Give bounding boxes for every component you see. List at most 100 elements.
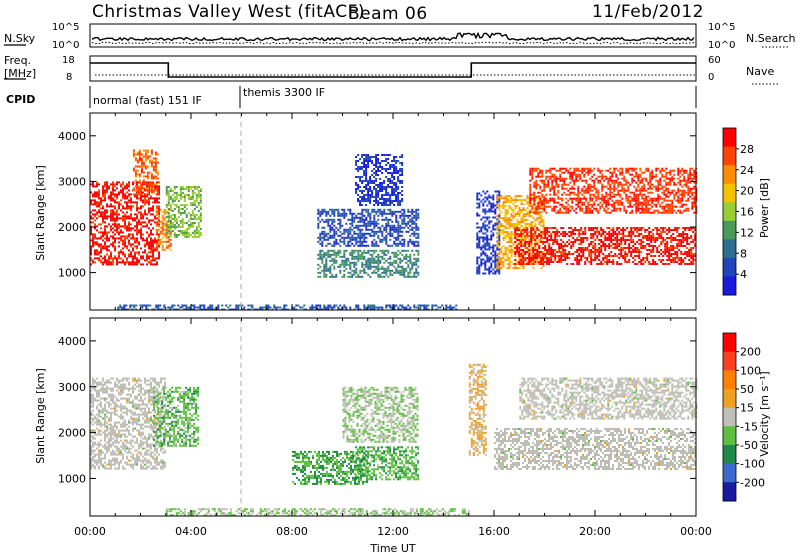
colorbar-segment xyxy=(723,351,736,371)
scatter-patch-1 xyxy=(153,386,200,447)
colorbar-segment xyxy=(723,146,736,166)
colorbar-segment xyxy=(723,389,736,409)
cpid-label: CPID xyxy=(6,93,35,106)
freq-label-1: Freq. xyxy=(4,54,31,67)
colorbar-segment xyxy=(723,333,736,353)
nsearch-label: N.Search xyxy=(746,32,796,45)
scatter-patch-1 xyxy=(132,149,159,196)
x-tick-label: 12:00 xyxy=(377,525,409,538)
nsky-tick-high: 10^5 xyxy=(52,22,79,33)
power-colorbar: 28 24 20 16 12 8 4 xyxy=(722,127,754,296)
scatter-patch-4 xyxy=(342,386,419,443)
colorbar-tick: 15 xyxy=(740,402,754,415)
x-tick-label: 00:00 xyxy=(74,525,106,538)
nave-tick-high: 60 xyxy=(708,55,721,66)
x-tick-label: 20:00 xyxy=(579,525,611,538)
power-colorbar-label: Power [dB] xyxy=(758,178,771,238)
colorbar-tick: 200 xyxy=(740,346,761,359)
power-data xyxy=(90,149,698,311)
scatter-patch-10 xyxy=(529,167,698,214)
colorbar-segment xyxy=(723,257,736,277)
power-panel: 1000 2000 3000 4000 Slant Range [km] 28 24 20… xyxy=(34,112,771,311)
y-tick-label: 3000 xyxy=(58,381,86,394)
scatter-patch-2 xyxy=(292,450,368,485)
colorbar-segment xyxy=(723,183,736,203)
y-tick-label: 1000 xyxy=(58,472,86,485)
colorbar-segment xyxy=(723,482,736,502)
scatter-patch-3 xyxy=(165,186,202,238)
velocity-ylabel: Slant Range [km] xyxy=(34,368,47,464)
freq-tick-low: 8 xyxy=(66,72,72,83)
scatter-patch-5 xyxy=(468,363,487,456)
colorbar-tick: 100 xyxy=(740,364,761,377)
scatter-patch-0 xyxy=(90,377,166,470)
figure-title: Christmas Valley West (fitACF) xyxy=(92,2,365,22)
cpid-segment-2: themis 3300 IF xyxy=(243,86,325,99)
scatter-patch-7 xyxy=(519,377,698,420)
colorbar-tick: 4 xyxy=(740,268,747,281)
x-tick-label: 04:00 xyxy=(175,525,207,538)
nsky-tick-low: 10^0 xyxy=(52,40,79,51)
x-tick-label: 00:00 xyxy=(680,525,712,538)
scatter-patch-8 xyxy=(165,508,470,517)
colorbar-tick: 24 xyxy=(740,164,754,177)
y-tick-label: 1000 xyxy=(58,267,86,280)
nsky-label: N.Sky xyxy=(4,32,36,45)
colorbar-segment xyxy=(723,445,736,465)
scatter-patch-6 xyxy=(355,154,404,206)
colorbar-segment xyxy=(723,407,736,427)
velocity-colorbar: 200 100 50 15 -15 -50 -100 -200 xyxy=(722,332,765,502)
scatter-patch-3 xyxy=(355,446,420,481)
noise-search-trace xyxy=(91,41,695,45)
power-ylabel: Slant Range [km] xyxy=(34,165,47,261)
colorbar-segment xyxy=(723,220,736,240)
colorbar-tick: -200 xyxy=(740,476,765,489)
velocity-panel: 1000 2000 3000 4000 00:00 04:00 08:00 12:00 16:… xyxy=(34,317,771,538)
colorbar-segment xyxy=(723,239,736,259)
colorbar-tick: 50 xyxy=(740,383,754,396)
scatter-patch-9 xyxy=(514,227,697,265)
scatter-patch-2 xyxy=(155,208,172,251)
scatter-patch-5 xyxy=(317,208,420,247)
nsearch-tick-low: 10^0 xyxy=(708,40,735,51)
colorbar-segment xyxy=(723,276,736,296)
colorbar-segment xyxy=(723,202,736,222)
nave-label: Nave xyxy=(746,65,774,78)
colorbar-tick: 16 xyxy=(740,206,754,219)
noise-sky-trace xyxy=(91,31,695,42)
cpid-row: CPID normal (fast) 151 IF themis 3300 IF xyxy=(6,86,697,108)
y-tick-label: 3000 xyxy=(58,175,86,188)
velocity-data xyxy=(90,363,698,517)
freq-tick-high: 18 xyxy=(62,55,75,66)
scatter-patch-0 xyxy=(90,181,160,266)
freq-trace xyxy=(90,62,696,78)
colorbar-tick: -50 xyxy=(740,439,758,452)
colorbar-segment xyxy=(723,426,736,446)
cpid-segment-1: normal (fast) 151 IF xyxy=(93,94,202,107)
scatter-patch-6 xyxy=(494,428,696,470)
y-tick-label: 4000 xyxy=(58,130,86,143)
nave-tick-low: 0 xyxy=(708,72,714,83)
colorbar-segment xyxy=(723,165,736,185)
colorbar-tick: 8 xyxy=(740,247,747,260)
freq-panel: Freq. [MHz] 18 8 Nave 60 0 xyxy=(4,54,780,85)
colorbar-tick: 12 xyxy=(740,226,754,239)
velocity-colorbar-label: Velocity [m s⁻¹] xyxy=(758,371,771,456)
y-tick-label: 2000 xyxy=(58,221,86,234)
date-label: 11/Feb/2012 xyxy=(592,2,704,22)
y-tick-label: 4000 xyxy=(58,335,86,348)
x-tick-label: 16:00 xyxy=(478,525,510,538)
x-axis-label: Time UT xyxy=(369,542,415,554)
noise-panel: N.Sky 10^5 10^0 N.Search 10^5 10^0 xyxy=(4,22,796,51)
nsearch-tick-high: 10^5 xyxy=(708,22,735,33)
colorbar-tick: 28 xyxy=(740,143,754,156)
y-tick-label: 2000 xyxy=(58,427,86,440)
freq-label-2: [MHz] xyxy=(4,67,36,80)
colorbar-segment xyxy=(723,463,736,483)
beam-label: Beam 06 xyxy=(348,4,428,24)
x-tick-label: 08:00 xyxy=(276,525,308,538)
colorbar-tick: 20 xyxy=(740,185,754,198)
scatter-patch-4 xyxy=(317,249,420,278)
colorbar-segment xyxy=(723,128,736,148)
